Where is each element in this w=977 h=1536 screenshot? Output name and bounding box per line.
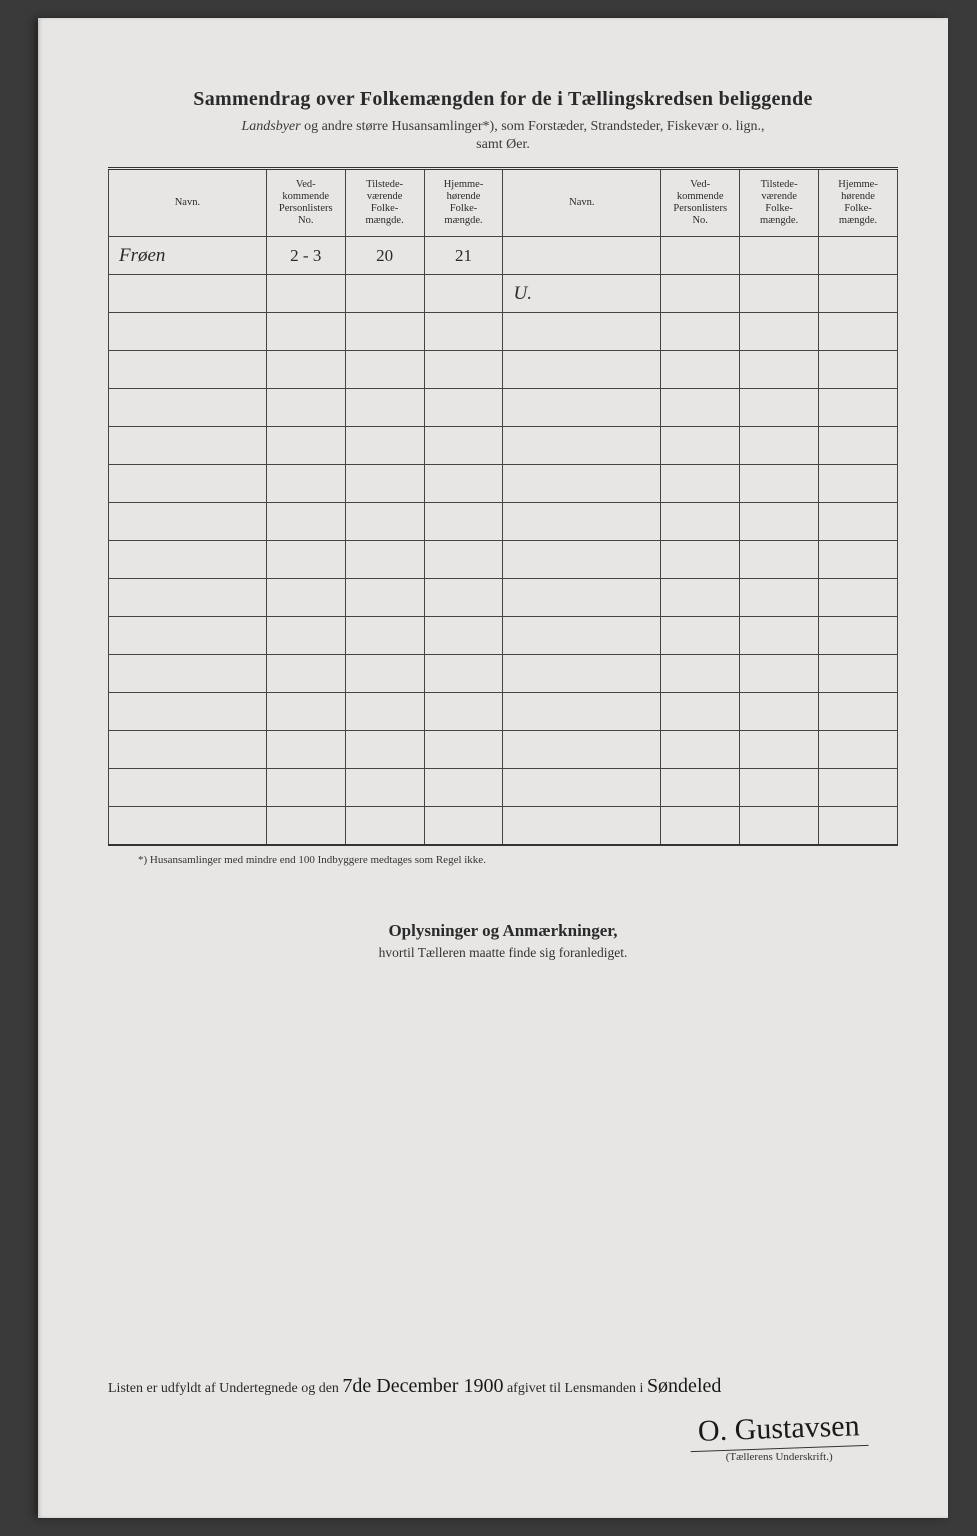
table-row (109, 655, 898, 693)
table-row (109, 731, 898, 769)
col-personlister-right: Ved- kommende Personlisters No. (661, 169, 740, 237)
table-row (109, 693, 898, 731)
table-row (109, 427, 898, 465)
bottom-date: 7de December 1900 (342, 1375, 503, 1397)
col-hjemme-left: Hjemme- hørende Folke- mængde. (424, 169, 503, 237)
cell-hjemme: 21 (455, 246, 472, 265)
bottom-attestation: Listen er udfyldt af Undertegnede og den… (108, 1375, 888, 1398)
cell-listno: 2 - 3 (290, 246, 321, 265)
bottom-prefix: Listen er udfyldt af Undertegnede og den (108, 1381, 342, 1396)
section2-sub: hvortil Tælleren maatte finde sig foranl… (108, 945, 898, 961)
col-navn-left: Navn. (109, 169, 267, 237)
table-row (109, 541, 898, 579)
summary-table: Navn. Ved- kommende Personlisters No. Ti… (108, 167, 898, 846)
col-hjemme-right: Hjemme- hørende Folke- mængde. (819, 169, 898, 237)
subtitle-line2: samt Øer. (108, 137, 898, 153)
table-row (109, 389, 898, 427)
table-row (109, 769, 898, 807)
bottom-place: Søndeled (647, 1375, 721, 1397)
subtitle-italic: Landsbyer (241, 119, 300, 134)
table-row: U. (109, 275, 898, 313)
table-row: Frøen 2 - 3 20 21 (109, 237, 898, 275)
cell-navn-right: U. (513, 283, 531, 304)
table-row (109, 579, 898, 617)
signature: O. Gustavsen (690, 1409, 869, 1452)
table-row (109, 465, 898, 503)
table-row (109, 807, 898, 846)
cell-navn: Frøen (119, 245, 165, 266)
table-row (109, 617, 898, 655)
signature-label: (Tællerens Underskrift.) (690, 1451, 868, 1463)
section2-title: Oplysninger og Anmærkninger, (108, 921, 898, 941)
table-row (109, 503, 898, 541)
table-row (109, 313, 898, 351)
col-navn-right: Navn. (503, 169, 661, 237)
col-personlister-left: Ved- kommende Personlisters No. (266, 169, 345, 237)
subtitle-line1: Landsbyer og andre større Husansamlinger… (108, 119, 898, 135)
page-title: Sammendrag over Folkemængden for de i Tæ… (108, 88, 898, 111)
col-tilstede-left: Tilstede- værende Folke- mængde. (345, 169, 424, 237)
cell-tilstede: 20 (376, 246, 393, 265)
bottom-mid: afgivet til Lensmanden i (507, 1381, 647, 1396)
signature-block: O. Gustavsen (Tællerens Underskrift.) (690, 1412, 868, 1463)
document-page: Sammendrag over Folkemængden for de i Tæ… (38, 18, 948, 1518)
table-body: Frøen 2 - 3 20 21 U. (109, 237, 898, 846)
col-tilstede-right: Tilstede- værende Folke- mængde. (740, 169, 819, 237)
table-row (109, 351, 898, 389)
footnote: *) Husansamlinger med mindre end 100 Ind… (138, 854, 898, 866)
subtitle-rest: og andre større Husansamlinger*), som Fo… (301, 119, 765, 134)
